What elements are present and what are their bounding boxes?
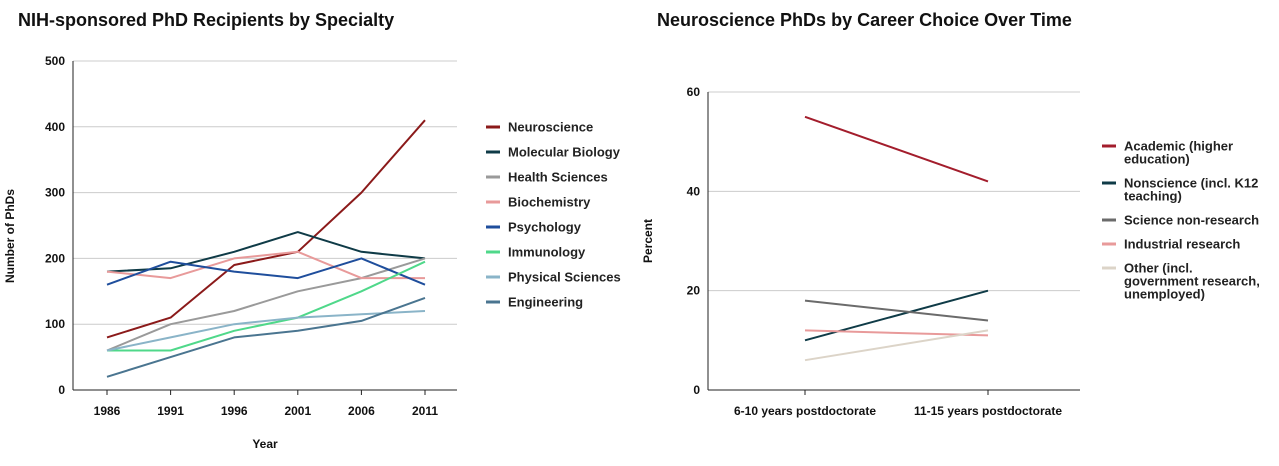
x-tick-label-1996: 1996 xyxy=(221,404,248,418)
x-tick-label-1986: 1986 xyxy=(94,404,121,418)
x-tick-label-2011: 2011 xyxy=(412,404,438,418)
chart2-ylabel: Percent xyxy=(641,219,655,263)
legend-label-molecular-biology: Molecular Biology xyxy=(508,145,621,160)
chart1-gridlines xyxy=(72,60,457,395)
legend-label-health-sciences: Health Sciences xyxy=(508,170,608,185)
x-tick-label-11-15-years-postdoctorate: 11-15 years postdoctorate xyxy=(914,404,1062,418)
legend-label-science-non-research: Science non-research xyxy=(1124,213,1259,228)
legend-label-academic-higher-education: Academic (higher education) xyxy=(1124,139,1233,167)
legend-label-nonscience-incl-k12-teaching: Nonscience (incl. K12 teaching) xyxy=(1124,176,1258,204)
chart2-gridlines xyxy=(707,91,1080,395)
y-tick-label-500: 500 xyxy=(45,54,65,68)
legend-label-biochemistry: Biochemistry xyxy=(508,195,591,210)
y-tick-label-400: 400 xyxy=(45,120,65,134)
series-line-neuroscience xyxy=(106,119,426,339)
chart2-legend: Academic (higher education) Nonscience (in… xyxy=(1102,139,1260,302)
series-line-immunology xyxy=(107,260,426,352)
series-line-science-non-research xyxy=(804,299,989,322)
series-line-other-incl-government-research-unemployed xyxy=(804,329,989,362)
y-tick-label-200: 200 xyxy=(45,251,65,265)
legend-label-engineering: Engineering xyxy=(508,295,583,310)
x-tick-label-2001: 2001 xyxy=(284,404,311,418)
series-line-engineering xyxy=(106,296,426,378)
series-line-molecular-biology xyxy=(106,231,426,273)
legend-label-immunology: Immunology xyxy=(508,245,586,260)
chart1-xlabel: Year xyxy=(252,437,278,451)
chart1-series xyxy=(106,119,426,378)
chart2-tick-labels: 0 20 40 60 6-10 years postdoctorate 11-15 yea… xyxy=(687,85,1063,418)
y-tick-label-20: 20 xyxy=(687,284,701,298)
x-tick-label-1991: 1991 xyxy=(157,404,184,418)
legend-label-industrial-research: Industrial research xyxy=(1124,237,1240,252)
legend-label-other-incl-government-research-unemployed: Other (incl. government research, unemploy… xyxy=(1124,261,1260,302)
y-tick-label-40: 40 xyxy=(687,184,701,198)
y-tick-label-300: 300 xyxy=(45,186,65,200)
series-line-academic-higher-education xyxy=(804,115,989,183)
chart2-series xyxy=(804,115,989,362)
legend-label-physical-sciences: Physical Sciences xyxy=(508,270,621,285)
x-tick-label-2006: 2006 xyxy=(348,404,375,418)
legend-label-psychology: Psychology xyxy=(508,220,582,235)
series-line-physical-sciences xyxy=(106,310,426,352)
chart1-title: NIH-sponsored PhD Recipients by Specialt… xyxy=(18,10,394,30)
legend-label-neuroscience: Neuroscience xyxy=(508,120,593,135)
y-tick-label-0: 0 xyxy=(58,383,65,397)
x-tick-label-6-10-years-postdoctorate: 6-10 years postdoctorate xyxy=(734,404,876,418)
chart1-legend: Neuroscience Molecular Biology Health Scie… xyxy=(486,120,621,310)
chart1-ylabel: Number of PhDs xyxy=(3,189,17,283)
series-line-biochemistry xyxy=(106,250,425,280)
series-line-psychology xyxy=(106,257,426,286)
y-tick-label-60: 60 xyxy=(687,85,701,99)
y-tick-label-100: 100 xyxy=(45,317,65,331)
series-line-health-sciences xyxy=(106,257,426,352)
chart1-tick-labels: 0 100 200 300 400 500 1986 1991 1996 2001 2006 2011 xyxy=(45,54,438,418)
y-tick-label-0: 0 xyxy=(693,383,700,397)
chart2-title: Neuroscience PhDs by Career Choice Over … xyxy=(657,10,1072,30)
